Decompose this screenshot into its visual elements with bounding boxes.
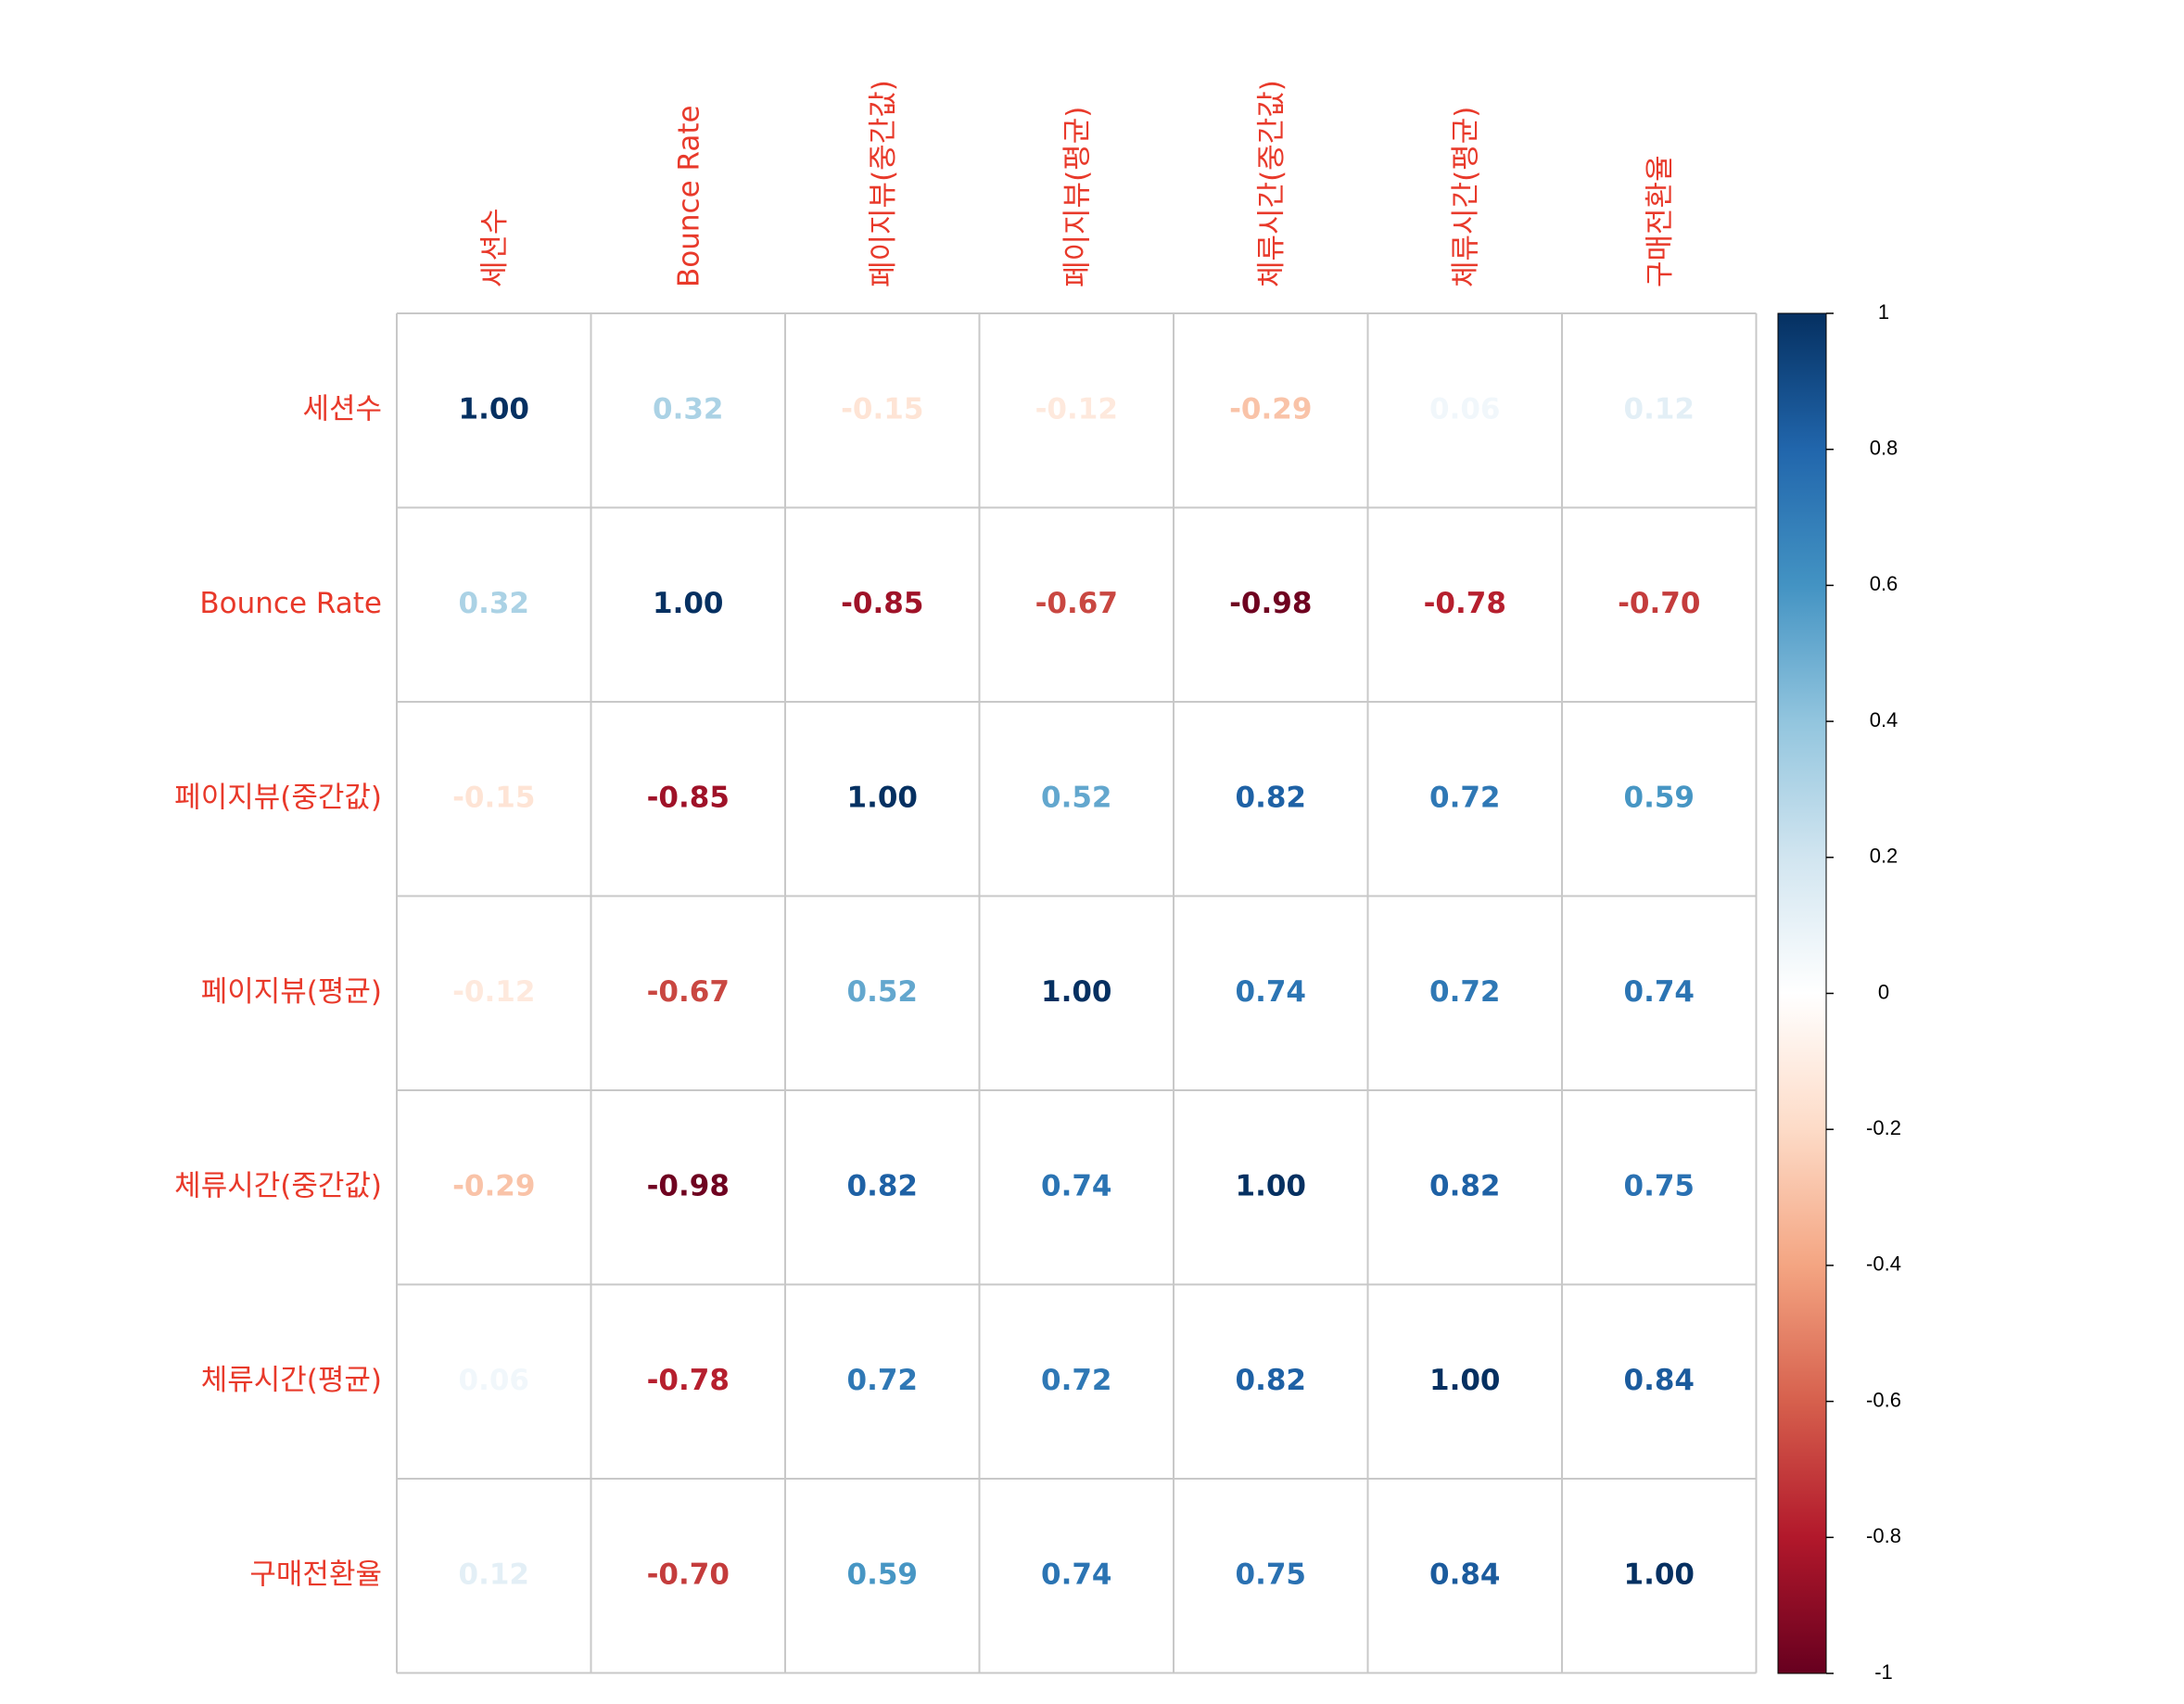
cell-value: 0.72 — [1429, 781, 1501, 814]
cell-value: 1.00 — [1624, 1558, 1695, 1591]
cell-value: 0.52 — [1041, 781, 1112, 814]
cell-value: -0.15 — [841, 392, 923, 426]
cell-value: 0.59 — [847, 1558, 919, 1591]
cell-value: 1.00 — [847, 781, 919, 814]
colorbar-tick-label: -0.6 — [1866, 1388, 1901, 1411]
cell-value: 0.12 — [1624, 392, 1695, 426]
cell-value: 0.75 — [1624, 1169, 1695, 1202]
cell-value: 0.74 — [1624, 975, 1695, 1009]
grid-lines — [396, 312, 1758, 1674]
cell-value: 0.82 — [847, 1169, 919, 1202]
cell-value: -0.67 — [1035, 587, 1118, 620]
cell-value: 0.06 — [1429, 392, 1501, 426]
cell-value: 0.72 — [1429, 975, 1501, 1009]
cell-value: -0.98 — [1229, 587, 1312, 620]
cell-value: 0.32 — [459, 587, 530, 620]
cell-value: -0.85 — [647, 781, 730, 814]
colorbar-tick-label: -1 — [1874, 1660, 1893, 1684]
column-label: Bounce Rate — [672, 105, 705, 287]
colorbar-tick-label: -0.4 — [1866, 1253, 1901, 1276]
cell-value: -0.29 — [1229, 392, 1312, 426]
cell-value: 0.82 — [1429, 1169, 1501, 1202]
column-label: 체류시간(중간값) — [1255, 80, 1289, 287]
colorbar-tick-label: -0.8 — [1866, 1524, 1901, 1547]
colorbar-tick-label: 0.6 — [1870, 572, 1898, 595]
cell-value: 1.00 — [459, 392, 530, 426]
cell-value: 0.82 — [1236, 781, 1307, 814]
cell-value: 1.00 — [653, 587, 724, 620]
colorbar: 1 0.8 0.6 0.4 0.2 0 -0.2 -0.4 -0.6 -0.8 -1 — [1777, 300, 1901, 1684]
cell-value: 0.84 — [1624, 1364, 1695, 1397]
colorbar-tick-label: 0 — [1878, 980, 1889, 1003]
cell-value: 0.59 — [1624, 781, 1695, 814]
cell-value: -0.85 — [841, 587, 923, 620]
cell-value: 0.12 — [459, 1558, 530, 1591]
row-label: 체류시간(중간값) — [174, 1169, 382, 1202]
colorbar-tick-label: -0.2 — [1866, 1116, 1901, 1139]
cell-value: 0.06 — [459, 1364, 530, 1397]
cell-value: -0.78 — [1424, 587, 1506, 620]
row-label: 세션수 — [302, 392, 382, 426]
cell-value: 1.00 — [1236, 1169, 1307, 1202]
column-label: 체류시간(평균) — [1449, 107, 1482, 287]
cell-value: 0.72 — [1041, 1364, 1112, 1397]
row-label: 체류시간(평균) — [201, 1364, 382, 1397]
column-label: 페이지뷰(중간값) — [867, 80, 900, 287]
cell-value: 1.00 — [1041, 975, 1112, 1009]
column-label: 페이지뷰(평균) — [1060, 107, 1094, 287]
column-label: 구매전환율 — [1644, 155, 1677, 287]
column-labels: 세션수 Bounce Rate 페이지뷰(중간값) 페이지뷰(평균) 체류시간(중간값)… — [478, 80, 1677, 287]
cell-value: -0.15 — [452, 781, 535, 814]
correlation-cells: 1.00 0.32 -0.15 -0.12 -0.29 0.06 0.12 0.32 1.00 -… — [452, 392, 1700, 1591]
cell-value: -0.12 — [1035, 392, 1118, 426]
colorbar-tick-label: 0.4 — [1870, 708, 1898, 731]
cell-value: 0.74 — [1041, 1558, 1112, 1591]
cell-value: -0.67 — [647, 975, 730, 1009]
cell-value: 0.75 — [1236, 1558, 1307, 1591]
row-label: Bounce Rate — [199, 587, 382, 620]
cell-value: -0.29 — [452, 1169, 535, 1202]
cell-value: -0.98 — [647, 1169, 730, 1202]
row-label: 구매전환율 — [249, 1558, 382, 1591]
colorbar-tick-label: 0.8 — [1870, 437, 1898, 460]
cell-value: -0.78 — [647, 1364, 730, 1397]
colorbar-gradient — [1777, 312, 1827, 1674]
row-label: 페이지뷰(중간값) — [174, 781, 382, 814]
cell-value: 0.74 — [1041, 1169, 1112, 1202]
column-label: 세션수 — [478, 208, 512, 287]
cell-value: -0.70 — [1618, 587, 1700, 620]
row-label: 페이지뷰(평균) — [201, 975, 382, 1009]
cell-value: 0.32 — [653, 392, 724, 426]
cell-value: -0.12 — [452, 975, 535, 1009]
cell-value: -0.70 — [647, 1558, 730, 1591]
colorbar-tick-label: 1 — [1878, 300, 1889, 324]
cell-value: 0.52 — [847, 975, 919, 1009]
colorbar-tick-label: 0.2 — [1870, 845, 1898, 868]
cell-value: 0.84 — [1429, 1558, 1501, 1591]
cell-value: 0.72 — [847, 1364, 919, 1397]
cell-value: 1.00 — [1429, 1364, 1501, 1397]
row-labels: 세션수 Bounce Rate 페이지뷰(중간값) 페이지뷰(평균) 체류시간(중간값)… — [174, 392, 382, 1591]
cell-value: 0.82 — [1236, 1364, 1307, 1397]
cell-value: 0.74 — [1236, 975, 1307, 1009]
